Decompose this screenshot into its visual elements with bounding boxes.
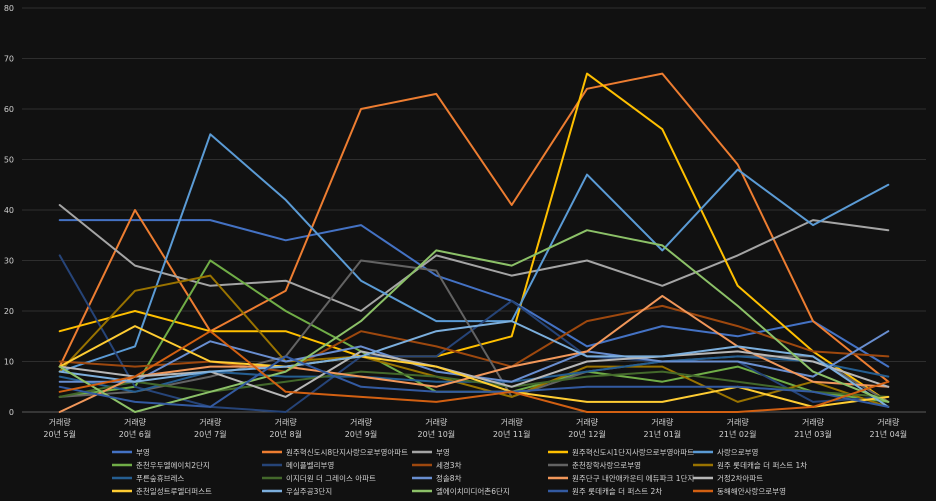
legend-item: 동해해안사랑으로부영 bbox=[693, 486, 786, 496]
y-tick-label: 0 bbox=[9, 408, 14, 417]
legend-label: 이지더원 더 그레이스 아파트 bbox=[286, 473, 376, 483]
legend-item: 사랑으로부영 bbox=[693, 447, 758, 457]
series-line-9 bbox=[58, 274, 890, 408]
x-tick-label-measure: 거래량 bbox=[124, 417, 147, 427]
x-tick-label-measure: 거래량 bbox=[199, 417, 222, 427]
legend-label: 메이플벨리부영 bbox=[286, 460, 334, 470]
legend-label: 춘천우두엘에이치2단지 bbox=[136, 460, 210, 470]
y-tick-label: 70 bbox=[4, 55, 14, 64]
y-tick-label: 50 bbox=[4, 156, 14, 165]
x-tick-label-measure: 거래량 bbox=[651, 417, 674, 427]
legend-label: 부영 bbox=[436, 447, 450, 457]
legend-label: 엘에이치미디어촌6단지 bbox=[436, 486, 510, 496]
x-tick-label-measure: 거래량 bbox=[802, 417, 825, 427]
legend-item: 원주 롯데캐슬 더 퍼스트 1차 bbox=[693, 461, 807, 470]
legend-item: 춘천장학사랑으로부영 bbox=[548, 460, 641, 470]
legend-item: 부영 bbox=[412, 447, 450, 457]
y-axis: 0 10 20 30 40 50 60 70 80 bbox=[4, 4, 14, 417]
legend-item: 세경3차 bbox=[412, 460, 462, 470]
legend-label: 원주혁신도시1단지사랑으로부영아파트 bbox=[572, 447, 694, 457]
legend-label: 원주혁신도시8단지사랑으로부영아파트 bbox=[286, 447, 408, 457]
x-tick-label-month: 21년 03월 bbox=[794, 429, 832, 439]
legend-item: 원주단구 내안애카운티 에듀파크 1단지 bbox=[548, 473, 694, 483]
x-tick-label-measure: 거래량 bbox=[877, 417, 900, 427]
legend-label: 춘천장학사랑으로부영 bbox=[572, 460, 641, 470]
series-line-17 bbox=[58, 229, 890, 413]
legend-item: 메이플벨리부영 bbox=[262, 460, 334, 470]
legend-label: 원주 롯데캐슬 더 퍼스트 2차 bbox=[572, 487, 662, 496]
x-tick-label-month: 20년 8월 bbox=[269, 429, 302, 439]
y-tick-label: 60 bbox=[4, 105, 14, 114]
x-tick-label-month: 21년 01월 bbox=[644, 429, 682, 439]
x-tick-label-measure: 거래량 bbox=[49, 417, 72, 427]
x-tick-label-measure: 거래량 bbox=[727, 417, 750, 427]
legend-label: 푸른숲휴브레스 bbox=[136, 474, 184, 483]
legend-label: 원주단구 내안애카운티 에듀파크 1단지 bbox=[572, 473, 694, 483]
x-tick-label-month: 20년 6월 bbox=[119, 429, 152, 439]
x-tick-label-measure: 거래량 bbox=[350, 417, 373, 427]
legend-label: 동해해안사랑으로부영 bbox=[717, 486, 786, 496]
legend-item: 우실주공3단지 bbox=[262, 486, 332, 496]
x-tick-label-month: 20년 5월 bbox=[43, 429, 76, 439]
y-tick-label: 30 bbox=[4, 257, 14, 266]
legend-label: 정솔8차 bbox=[436, 473, 462, 483]
legend-label: 춘천일성트루엘더퍼스트 bbox=[136, 486, 212, 496]
series-line-1 bbox=[58, 72, 890, 383]
y-tick-label: 20 bbox=[4, 307, 14, 316]
series-line-15 bbox=[58, 325, 890, 408]
series-line-18 bbox=[58, 355, 890, 408]
series-line-3 bbox=[58, 72, 890, 403]
legend-item: 부영 bbox=[112, 447, 150, 457]
series-line-16 bbox=[58, 320, 890, 408]
x-tick-label-month: 20년 12월 bbox=[568, 429, 606, 439]
legend-item: 엘에이치미디어촌6단지 bbox=[412, 486, 510, 496]
legend-label: 사랑으로부영 bbox=[717, 447, 758, 457]
x-tick-label-month: 20년 9월 bbox=[345, 429, 378, 439]
x-tick-label-month: 20년 11월 bbox=[493, 429, 531, 439]
series-line-4 bbox=[58, 133, 890, 373]
legend-item: 원주 롯데캐슬 더 퍼스트 2차 bbox=[548, 487, 662, 496]
legend-item: 춘천우두엘에이치2단지 bbox=[112, 460, 210, 470]
legend: 부영 원주혁신도시8단지사랑으로부영아파트 부영 원주혁신도시1단지사랑으로부영아파트… bbox=[112, 447, 807, 496]
x-tick-label-month: 20년 10월 bbox=[418, 429, 456, 439]
x-tick-label-month: 21년 02월 bbox=[719, 429, 757, 439]
legend-label: 원주 롯데캐슬 더 퍼스트 1차 bbox=[717, 461, 807, 470]
legend-item: 원주혁신도시8단지사랑으로부영아파트 bbox=[262, 447, 408, 457]
legend-label: 부영 bbox=[136, 447, 150, 457]
legend-item: 이지더원 더 그레이스 아파트 bbox=[262, 473, 376, 483]
x-tick-label-month: 21년 04월 bbox=[870, 429, 908, 439]
series-line-19 bbox=[58, 330, 890, 413]
x-tick-label-measure: 거래량 bbox=[275, 417, 298, 427]
legend-item: 푸른숲휴브레스 bbox=[112, 474, 184, 483]
x-tick-label-month: 20년 7월 bbox=[194, 429, 227, 439]
legend-item: 춘천일성트루엘더퍼스트 bbox=[112, 486, 212, 496]
legend-item: 정솔8차 bbox=[412, 473, 462, 483]
series-line-0 bbox=[58, 219, 890, 368]
series-lines bbox=[58, 72, 890, 413]
x-axis: 거래량 20년 5월 거래량 20년 6월 거래량 20년 7월 거래량 20년 8월 거래량 2… bbox=[43, 417, 907, 439]
legend-item: 원주혁신도시1단지사랑으로부영아파트 bbox=[548, 447, 694, 457]
series-line-6 bbox=[58, 254, 890, 413]
legend-label: 세경3차 bbox=[436, 460, 462, 470]
series-line-7 bbox=[58, 304, 890, 373]
gridlines bbox=[22, 7, 926, 413]
y-tick-label: 10 bbox=[4, 358, 14, 367]
series-line-11 bbox=[58, 370, 890, 398]
legend-label: 거정2차아파트 bbox=[717, 473, 763, 483]
legend-label: 우실주공3단지 bbox=[286, 486, 332, 496]
y-tick-label: 80 bbox=[4, 4, 14, 13]
y-tick-label: 40 bbox=[4, 206, 14, 215]
x-tick-label-measure: 거래량 bbox=[425, 417, 448, 427]
legend-item: 거정2차아파트 bbox=[693, 473, 763, 483]
x-tick-label-measure: 거래량 bbox=[501, 417, 524, 427]
x-tick-label-measure: 거래량 bbox=[576, 417, 599, 427]
